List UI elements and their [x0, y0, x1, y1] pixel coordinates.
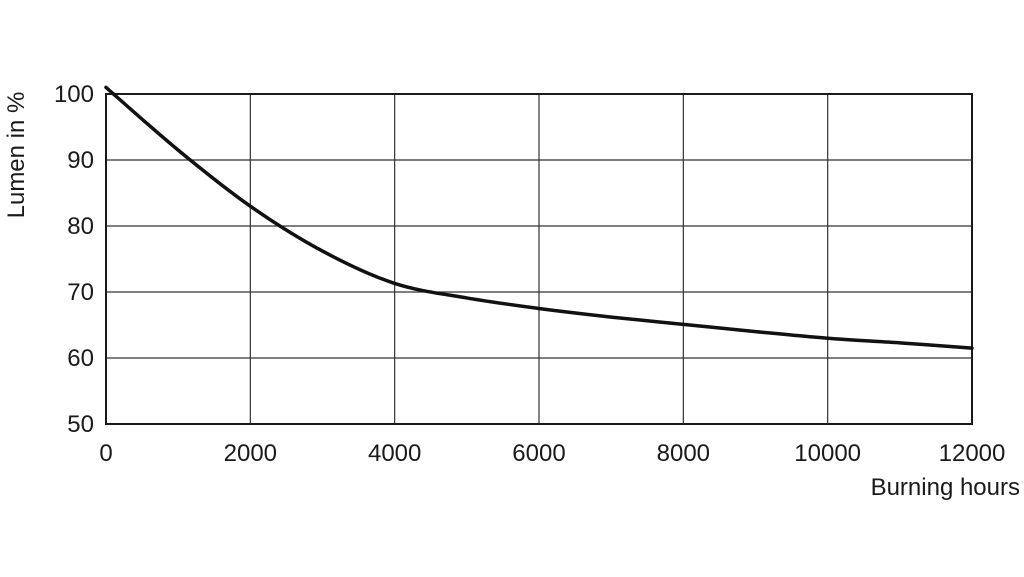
x-tick-label: 12000 — [939, 440, 1006, 467]
y-tick-label: 60 — [67, 345, 94, 372]
x-tick-label: 10000 — [794, 440, 861, 467]
y-axis-title: Lumen in % — [3, 92, 30, 219]
x-tick-label: 0 — [99, 440, 112, 467]
y-tick-label: 80 — [67, 213, 94, 240]
y-tick-label: 70 — [67, 279, 94, 306]
x-tick-labels: 0 2000 4000 6000 8000 10000 12000 — [99, 440, 1005, 467]
plot-frame — [105, 93, 973, 425]
x-tick-label: 8000 — [657, 440, 710, 467]
x-tick-label: 2000 — [224, 440, 277, 467]
lumen-curve — [104, 85, 974, 350]
grid-lines — [106, 94, 972, 424]
y-tick-label: 90 — [67, 147, 94, 174]
y-tick-label: 50 — [67, 411, 94, 438]
y-tick-label: 100 — [54, 81, 94, 108]
x-tick-label: 4000 — [368, 440, 421, 467]
series-layer — [104, 85, 974, 350]
x-axis-title: Burning hours — [871, 474, 1020, 501]
y-tick-labels: 50 60 70 80 90 100 — [54, 81, 94, 438]
x-tick-label: 6000 — [512, 440, 565, 467]
